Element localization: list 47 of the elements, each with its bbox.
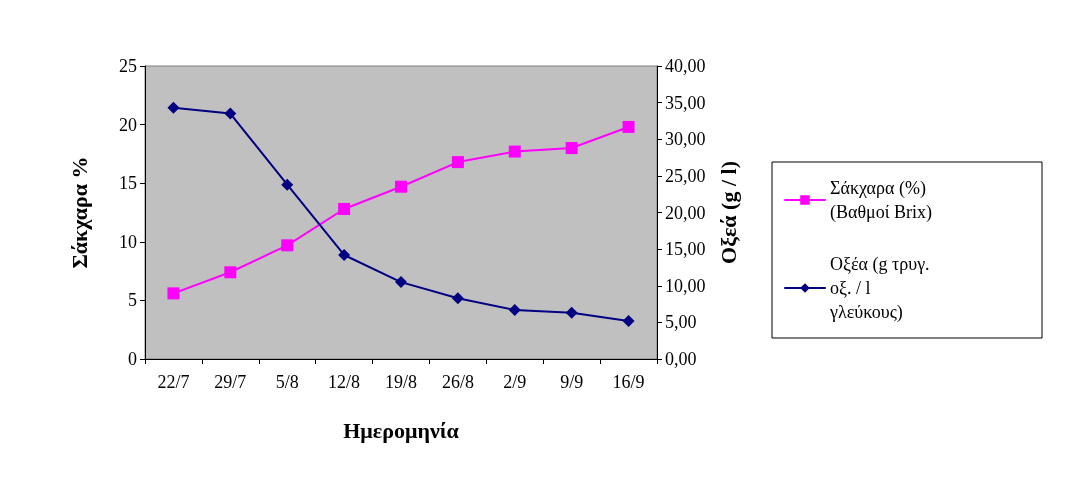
x-tick-label: 29/7 (214, 372, 247, 392)
point (395, 180, 407, 193)
x-tick-label: 19/8 (384, 372, 418, 392)
x-tick-label: 9/9 (560, 372, 584, 392)
y2-axis-title: Οξεά (g / l) (715, 161, 741, 264)
x-tick-label: 12/8 (328, 372, 361, 392)
point (565, 142, 578, 155)
point (451, 156, 464, 169)
point (224, 266, 237, 279)
point (622, 120, 635, 133)
y2-tick-label: 0,00 (665, 349, 697, 369)
y2-tick-label: 15,00 (665, 239, 706, 260)
y-axis-title: Σάκχαρα % (66, 156, 92, 269)
y-tick-label: 10 (119, 231, 137, 252)
legend-label: Οξέα (g τρυγ. οξ. / l γλεύκους) (829, 254, 935, 323)
point (167, 287, 180, 300)
y2-tick-label: 10,00 (665, 275, 706, 296)
y2-tick-label: 5,00 (665, 312, 697, 333)
point (508, 303, 521, 316)
point (451, 292, 464, 305)
point (167, 101, 180, 114)
point (508, 145, 521, 158)
y2-tick-label: 40,00 (665, 56, 706, 76)
y2-tick-label: 35,00 (665, 92, 706, 113)
x-tick-label: 2/9 (503, 372, 527, 392)
point (281, 239, 294, 252)
point (565, 306, 578, 319)
y-tick-label: 20 (119, 114, 137, 135)
x-tick-label: 5/8 (275, 372, 299, 392)
y2-tick-label: 30,00 (665, 129, 706, 150)
x-axis-title: Ημερομηνία (343, 417, 460, 443)
point (338, 248, 351, 261)
y-tick-label: 15 (119, 173, 137, 194)
point (622, 314, 635, 327)
y2-tick-label: 25,00 (665, 165, 706, 186)
point (338, 202, 351, 215)
point (395, 276, 407, 289)
y-tick-label: 25 (119, 56, 137, 76)
x-tick-label: 22/7 (157, 372, 190, 392)
y-tick-label: 0 (128, 349, 137, 369)
point (281, 178, 294, 191)
x-tick-label: 26/8 (441, 372, 474, 392)
x-tick-label: 16/9 (612, 372, 645, 392)
y2-tick-label: 20,00 (665, 202, 706, 223)
point (224, 107, 237, 120)
y-tick-label: 5 (128, 290, 137, 311)
legend-label: Σάκχαρα (%) (Βαθμοί Brix) (830, 178, 933, 223)
